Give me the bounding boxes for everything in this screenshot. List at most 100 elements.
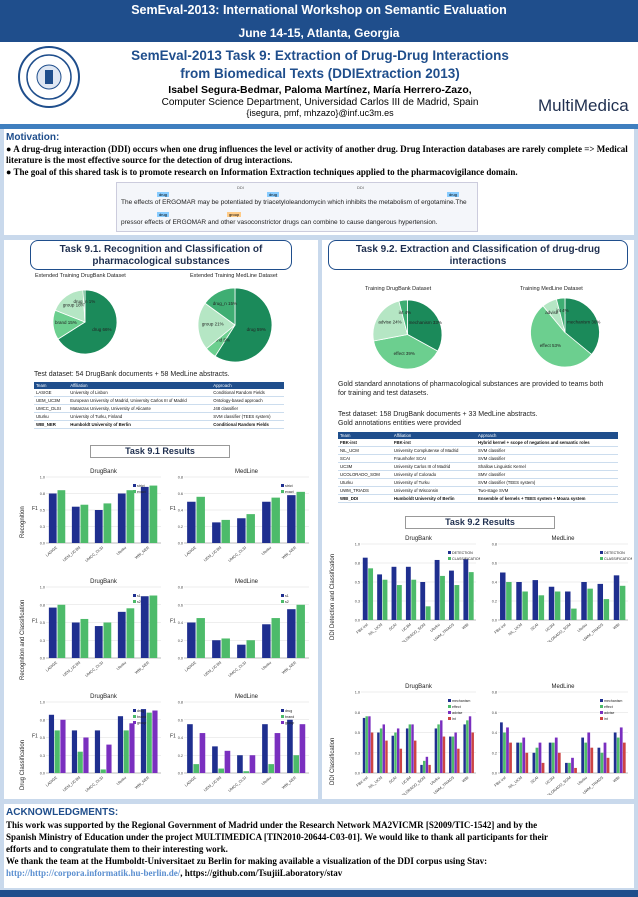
bar-strict-Uturku xyxy=(117,493,126,543)
bar-int-WBI xyxy=(622,742,626,773)
bar-effect-Uturku xyxy=(584,742,588,773)
legend-label: brand xyxy=(285,715,294,719)
cell: University of Turku xyxy=(391,478,476,487)
x-tick-label: UC3M xyxy=(401,776,412,786)
bar-drug-WBI_NER xyxy=(287,719,293,773)
bar-mechanism-NIL_UCM xyxy=(516,742,520,773)
x-tick-label: Uturku xyxy=(261,776,272,786)
corpora-link[interactable]: http://http://corpora.informatik.hu-berl… xyxy=(6,868,181,878)
bar-brand-UEM_UC3M xyxy=(218,768,224,773)
cell: Humboldt University of Berlin xyxy=(391,494,476,503)
legend-label: brand xyxy=(137,715,146,719)
ack-line3: efforts and to congratulate them to thei… xyxy=(6,844,228,854)
x-tick-label: UEM_UC3M xyxy=(62,546,81,563)
legend-swatch xyxy=(600,717,603,720)
bar-advise-SCAI xyxy=(396,728,400,773)
pie-slice-drug xyxy=(214,287,273,363)
cell: UMCC_DLSI xyxy=(34,404,69,413)
pie-label: int 4% xyxy=(556,308,569,313)
legend-swatch xyxy=(600,699,603,702)
table-row: WBI_NER Humboldt University of Berlin Cond… xyxy=(34,420,284,429)
bar-CLASSIFICATION-Uturku xyxy=(587,588,593,620)
x-tick-label: Uturku xyxy=(430,623,441,633)
poster-title-line1: SemEval-2013 Task 9: Extraction of Drug-… xyxy=(131,48,509,63)
bar-mechanism-WBI xyxy=(613,732,617,773)
cell: Conditional Random Fields xyxy=(211,389,284,397)
cell: SVM classifier xyxy=(475,454,618,463)
cell: NIL_UCM xyxy=(338,446,392,455)
x-tick-label: WBI_NER xyxy=(281,661,297,675)
y-tick-label: 0.2 xyxy=(492,751,497,755)
task92-heading: Task 9.2. Extraction and Classification … xyxy=(328,240,628,270)
bar-drug-LASIGE xyxy=(48,714,55,773)
pie-label: drug 66% xyxy=(92,327,111,332)
cell: J48 classifier xyxy=(211,404,284,413)
legend-label: effect xyxy=(604,705,613,709)
legend-swatch xyxy=(448,705,451,708)
bar-advise-UC3M xyxy=(554,737,558,773)
legend-swatch xyxy=(133,721,136,724)
cell: University of Wisconsin xyxy=(391,486,476,495)
bar-DETECTION-WBI xyxy=(463,559,469,620)
bar-advise-UWM_TRIADS xyxy=(603,742,607,773)
table-row: UC3M University Carlos III of Madrid Shall… xyxy=(338,462,618,471)
y-tick-label: 0.8 xyxy=(492,691,497,695)
annotation-tag: drug xyxy=(267,192,280,197)
legend-label: mechanism xyxy=(452,699,470,703)
y-tick-label: 0.6 xyxy=(178,492,183,496)
row-label-ddi-detection: DDI Detection and Classification xyxy=(330,553,336,640)
y-tick-label: 0.8 xyxy=(178,701,183,705)
bar-advise-UCOLORADO_SOM xyxy=(571,757,574,773)
chart-d1: DrugBank 0.0 0.3 0.5 0.8 1.0 FBK-irst NIL_UCM SC… xyxy=(345,532,480,642)
x-tick-label: NIL_UCM xyxy=(508,776,523,790)
chart-title: MedLine xyxy=(551,536,575,542)
chart-title: DrugBank xyxy=(90,469,118,475)
legend-label: drug xyxy=(137,709,144,713)
col-approach: Approach xyxy=(475,432,618,439)
bar-DETECTION-SCAI xyxy=(532,580,539,620)
bar-DETECTION-NIL_UCM xyxy=(516,582,522,620)
bar-drug-UEM_UC3M xyxy=(71,730,78,773)
bar-s2-WBI_NER xyxy=(149,595,158,658)
chart-title: DrugBank xyxy=(90,579,118,585)
legend-swatch xyxy=(133,709,136,712)
y-tick-label: 0.6 xyxy=(178,718,183,722)
bar-brand-UMCC_DLSI xyxy=(100,769,106,773)
bar-int-SCAI xyxy=(399,748,403,773)
bar-advise-Uturku xyxy=(440,720,443,773)
x-tick-label: LASIGE xyxy=(45,660,58,672)
bar-mechanism-Uturku xyxy=(581,737,585,773)
cell: Ensemble of kernels + TEES system + Moar… xyxy=(475,494,618,503)
x-tick-label: UMCC_DLSI xyxy=(85,661,104,678)
legend-swatch xyxy=(133,594,136,597)
bar-strict-LASIGE xyxy=(187,501,196,543)
cell: Matanzas University, University of Alica… xyxy=(68,404,212,413)
y-tick-label: 0.5 xyxy=(40,736,45,740)
y-tick-label: 0.0 xyxy=(178,657,183,661)
pie-slice-int xyxy=(398,299,408,335)
bar-brand-WBI_NER xyxy=(293,755,299,773)
bar-DETECTION-UCOLORADO_SOM xyxy=(420,582,426,620)
bar-exact-WBI_NER xyxy=(296,491,305,543)
x-tick-label: LASIGE xyxy=(184,660,197,672)
x-tick-label: Uturku xyxy=(116,661,127,671)
bar-strict-UEM_UC3M xyxy=(71,506,80,543)
bar-strict-UEM_UC3M xyxy=(212,522,221,543)
legend-label: advise xyxy=(604,711,614,715)
cell: University of Lisbon xyxy=(68,389,212,397)
stav-link[interactable]: , https://github.com/TsujiiLaboratory/st… xyxy=(180,868,343,878)
col-affiliation: Affiliation xyxy=(391,432,476,439)
y-tick-label: 0.0 xyxy=(178,772,183,776)
bar-mechanism-UC3M xyxy=(405,728,409,773)
university-seal-logo xyxy=(18,46,80,108)
chart-title: MedLine xyxy=(235,579,259,585)
x-tick-label: Uturku xyxy=(261,661,272,671)
legend-swatch xyxy=(281,484,284,487)
pie-label: advise 24% xyxy=(378,319,401,324)
y-tick-label: 0.4 xyxy=(492,731,497,735)
task92-gold-text: Gold standard annotations of pharmacolog… xyxy=(338,381,604,397)
ack-line2: Spanish Ministry of Education under the … xyxy=(6,832,549,842)
bar-advise-UCOLORADO_SOM xyxy=(425,756,429,773)
x-tick-label: WBI xyxy=(612,776,620,784)
conference-name: SemEval-2013: International Workshop on … xyxy=(131,3,507,17)
